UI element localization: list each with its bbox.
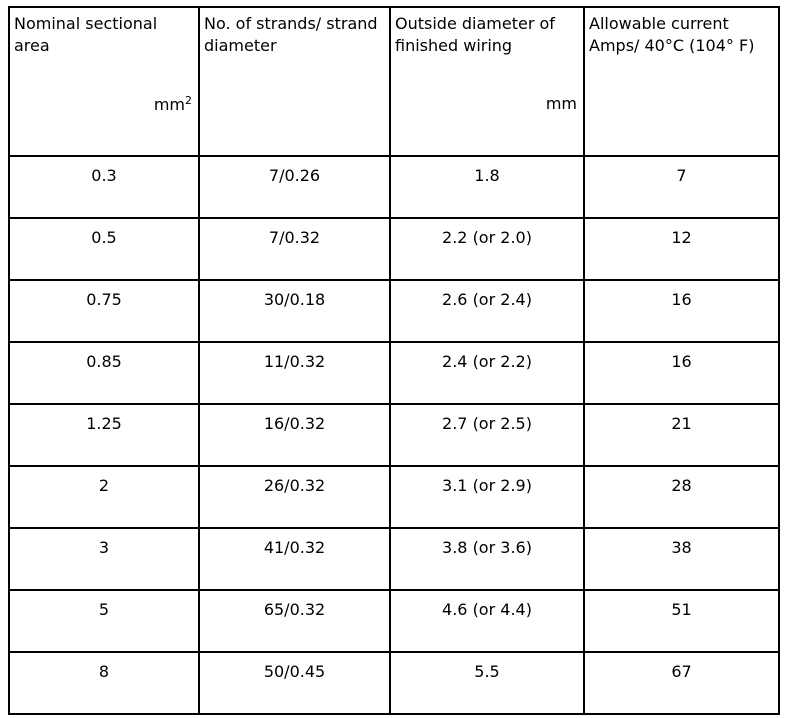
table-cell: 12 xyxy=(583,217,780,281)
table-cell: 1.25 xyxy=(8,403,200,467)
cell-text: 7 xyxy=(676,166,687,185)
table-cell: 0.85 xyxy=(8,341,200,405)
cell-text: 16 xyxy=(671,290,692,309)
cell-text: 0.85 xyxy=(86,352,122,371)
table-cell: 51 xyxy=(583,589,780,653)
table-cell: 16/0.32 xyxy=(198,403,391,467)
unit-superscript: 2 xyxy=(185,94,192,107)
table-cell: 41/0.32 xyxy=(198,527,391,591)
cell-text: 2 xyxy=(98,476,110,495)
cell-text: 7/0.32 xyxy=(268,228,321,247)
header-text: No. of strands/ strand diameter xyxy=(204,14,378,55)
table-cell: 2.2 (or 2.0) xyxy=(389,217,585,281)
cell-text: 1.25 xyxy=(86,414,122,433)
cell-text: 51 xyxy=(671,600,692,619)
table-cell: 16 xyxy=(583,341,780,405)
cell-text: 8 xyxy=(98,662,110,681)
cell-text: 5 xyxy=(98,600,110,619)
cell-text: 3.8 (or 3.6) xyxy=(442,538,532,557)
table-body: 0.3 7/0.26 1.8 7 0.5 7/0.32 2.2 (or 2.0) 12 0.75… xyxy=(8,155,780,715)
cell-text: 2.7 (or 2.5) xyxy=(442,414,532,433)
header-cell: Nominal sectional area mm2 xyxy=(8,6,200,157)
table-cell: 67 xyxy=(583,651,780,715)
table-row: 0.5 7/0.32 2.2 (or 2.0) 12 xyxy=(8,217,780,281)
header-text: Outside diameter of finished wiring xyxy=(395,14,555,55)
header-unit: mm2 xyxy=(154,94,192,114)
table-cell: 7/0.32 xyxy=(198,217,391,281)
table-cell: 5.5 xyxy=(389,651,585,715)
table-cell: 0.5 xyxy=(8,217,200,281)
table-cell: 4.6 (or 4.4) xyxy=(389,589,585,653)
cell-text: 3.1 (or 2.9) xyxy=(442,476,532,495)
table-cell: 2 xyxy=(8,465,200,529)
cell-text: 0.3 xyxy=(91,166,117,185)
table-cell: 0.75 xyxy=(8,279,200,343)
table-row: 5 65/0.32 4.6 (or 4.4) 51 xyxy=(8,589,780,653)
table-cell: 2.6 (or 2.4) xyxy=(389,279,585,343)
table-cell: 2.7 (or 2.5) xyxy=(389,403,585,467)
header-cell: Outside diameter of finished wiring mm xyxy=(389,6,585,157)
cell-text: 41/0.32 xyxy=(263,538,326,557)
cell-text: 0.5 xyxy=(91,228,117,247)
table-cell: 16 xyxy=(583,279,780,343)
cell-text: 2.2 (or 2.0) xyxy=(442,228,532,247)
table-cell: 30/0.18 xyxy=(198,279,391,343)
table-cell: 3.1 (or 2.9) xyxy=(389,465,585,529)
header-unit: mm xyxy=(546,94,577,113)
header-cell: Allowable current Amps/ 40°C (104° F) xyxy=(583,6,780,157)
cell-text: 5.5 xyxy=(474,662,500,681)
table-row: 0.3 7/0.26 1.8 7 xyxy=(8,155,780,219)
cell-text: 2.4 (or 2.2) xyxy=(442,352,532,371)
cell-text: 30/0.18 xyxy=(263,290,326,309)
cell-text: 7/0.26 xyxy=(268,166,321,185)
table-cell: 7 xyxy=(583,155,780,219)
cell-text: 0.75 xyxy=(86,290,122,309)
table-row: 2 26/0.32 3.1 (or 2.9) 28 xyxy=(8,465,780,529)
cell-text: 12 xyxy=(671,228,692,247)
cell-text: 67 xyxy=(671,662,692,681)
table-row: 8 50/0.45 5.5 67 xyxy=(8,651,780,715)
header-text: Nominal sectional area xyxy=(14,14,158,55)
table-cell: 3.8 (or 3.6) xyxy=(389,527,585,591)
table-cell: 5 xyxy=(8,589,200,653)
table-cell: 2.4 (or 2.2) xyxy=(389,341,585,405)
spec-table-container: Nominal sectional area mm2 No. of strands/… xyxy=(8,6,780,715)
table-row: 1.25 16/0.32 2.7 (or 2.5) 21 xyxy=(8,403,780,467)
table-cell: 28 xyxy=(583,465,780,529)
cell-text: 65/0.32 xyxy=(263,600,326,619)
table-cell: 38 xyxy=(583,527,780,591)
header-text: Allowable current Amps/ 40°C (104° F) xyxy=(589,14,755,55)
header-cell: No. of strands/ strand diameter xyxy=(198,6,391,157)
cell-text: 11/0.32 xyxy=(263,352,326,371)
cell-text: 26/0.32 xyxy=(263,476,326,495)
table-row: 0.85 11/0.32 2.4 (or 2.2) 16 xyxy=(8,341,780,405)
wire-spec-table: Nominal sectional area mm2 No. of strands/… xyxy=(8,6,780,715)
cell-text: 1.8 xyxy=(474,166,500,185)
cell-text: 2.6 (or 2.4) xyxy=(442,290,532,309)
cell-text: 21 xyxy=(671,414,692,433)
table-cell: 7/0.26 xyxy=(198,155,391,219)
table-cell: 1.8 xyxy=(389,155,585,219)
header-row: Nominal sectional area mm2 No. of strands/… xyxy=(8,6,780,157)
cell-text: 3 xyxy=(98,538,110,557)
table-cell: 50/0.45 xyxy=(198,651,391,715)
table-cell: 0.3 xyxy=(8,155,200,219)
table-cell: 3 xyxy=(8,527,200,591)
unit-text: mm xyxy=(153,95,185,114)
table-cell: 11/0.32 xyxy=(198,341,391,405)
table-row: 3 41/0.32 3.8 (or 3.6) 38 xyxy=(8,527,780,591)
table-cell: 65/0.32 xyxy=(198,589,391,653)
cell-text: 4.6 (or 4.4) xyxy=(442,600,532,619)
cell-text: 28 xyxy=(671,476,692,495)
cell-text: 16/0.32 xyxy=(263,414,326,433)
cell-text: 50/0.45 xyxy=(263,662,326,681)
table-cell: 21 xyxy=(583,403,780,467)
table-cell: 8 xyxy=(8,651,200,715)
table-cell: 26/0.32 xyxy=(198,465,391,529)
table-row: 0.75 30/0.18 2.6 (or 2.4) 16 xyxy=(8,279,780,343)
cell-text: 38 xyxy=(671,538,692,557)
cell-text: 16 xyxy=(671,352,692,371)
unit-text: mm xyxy=(545,94,577,113)
